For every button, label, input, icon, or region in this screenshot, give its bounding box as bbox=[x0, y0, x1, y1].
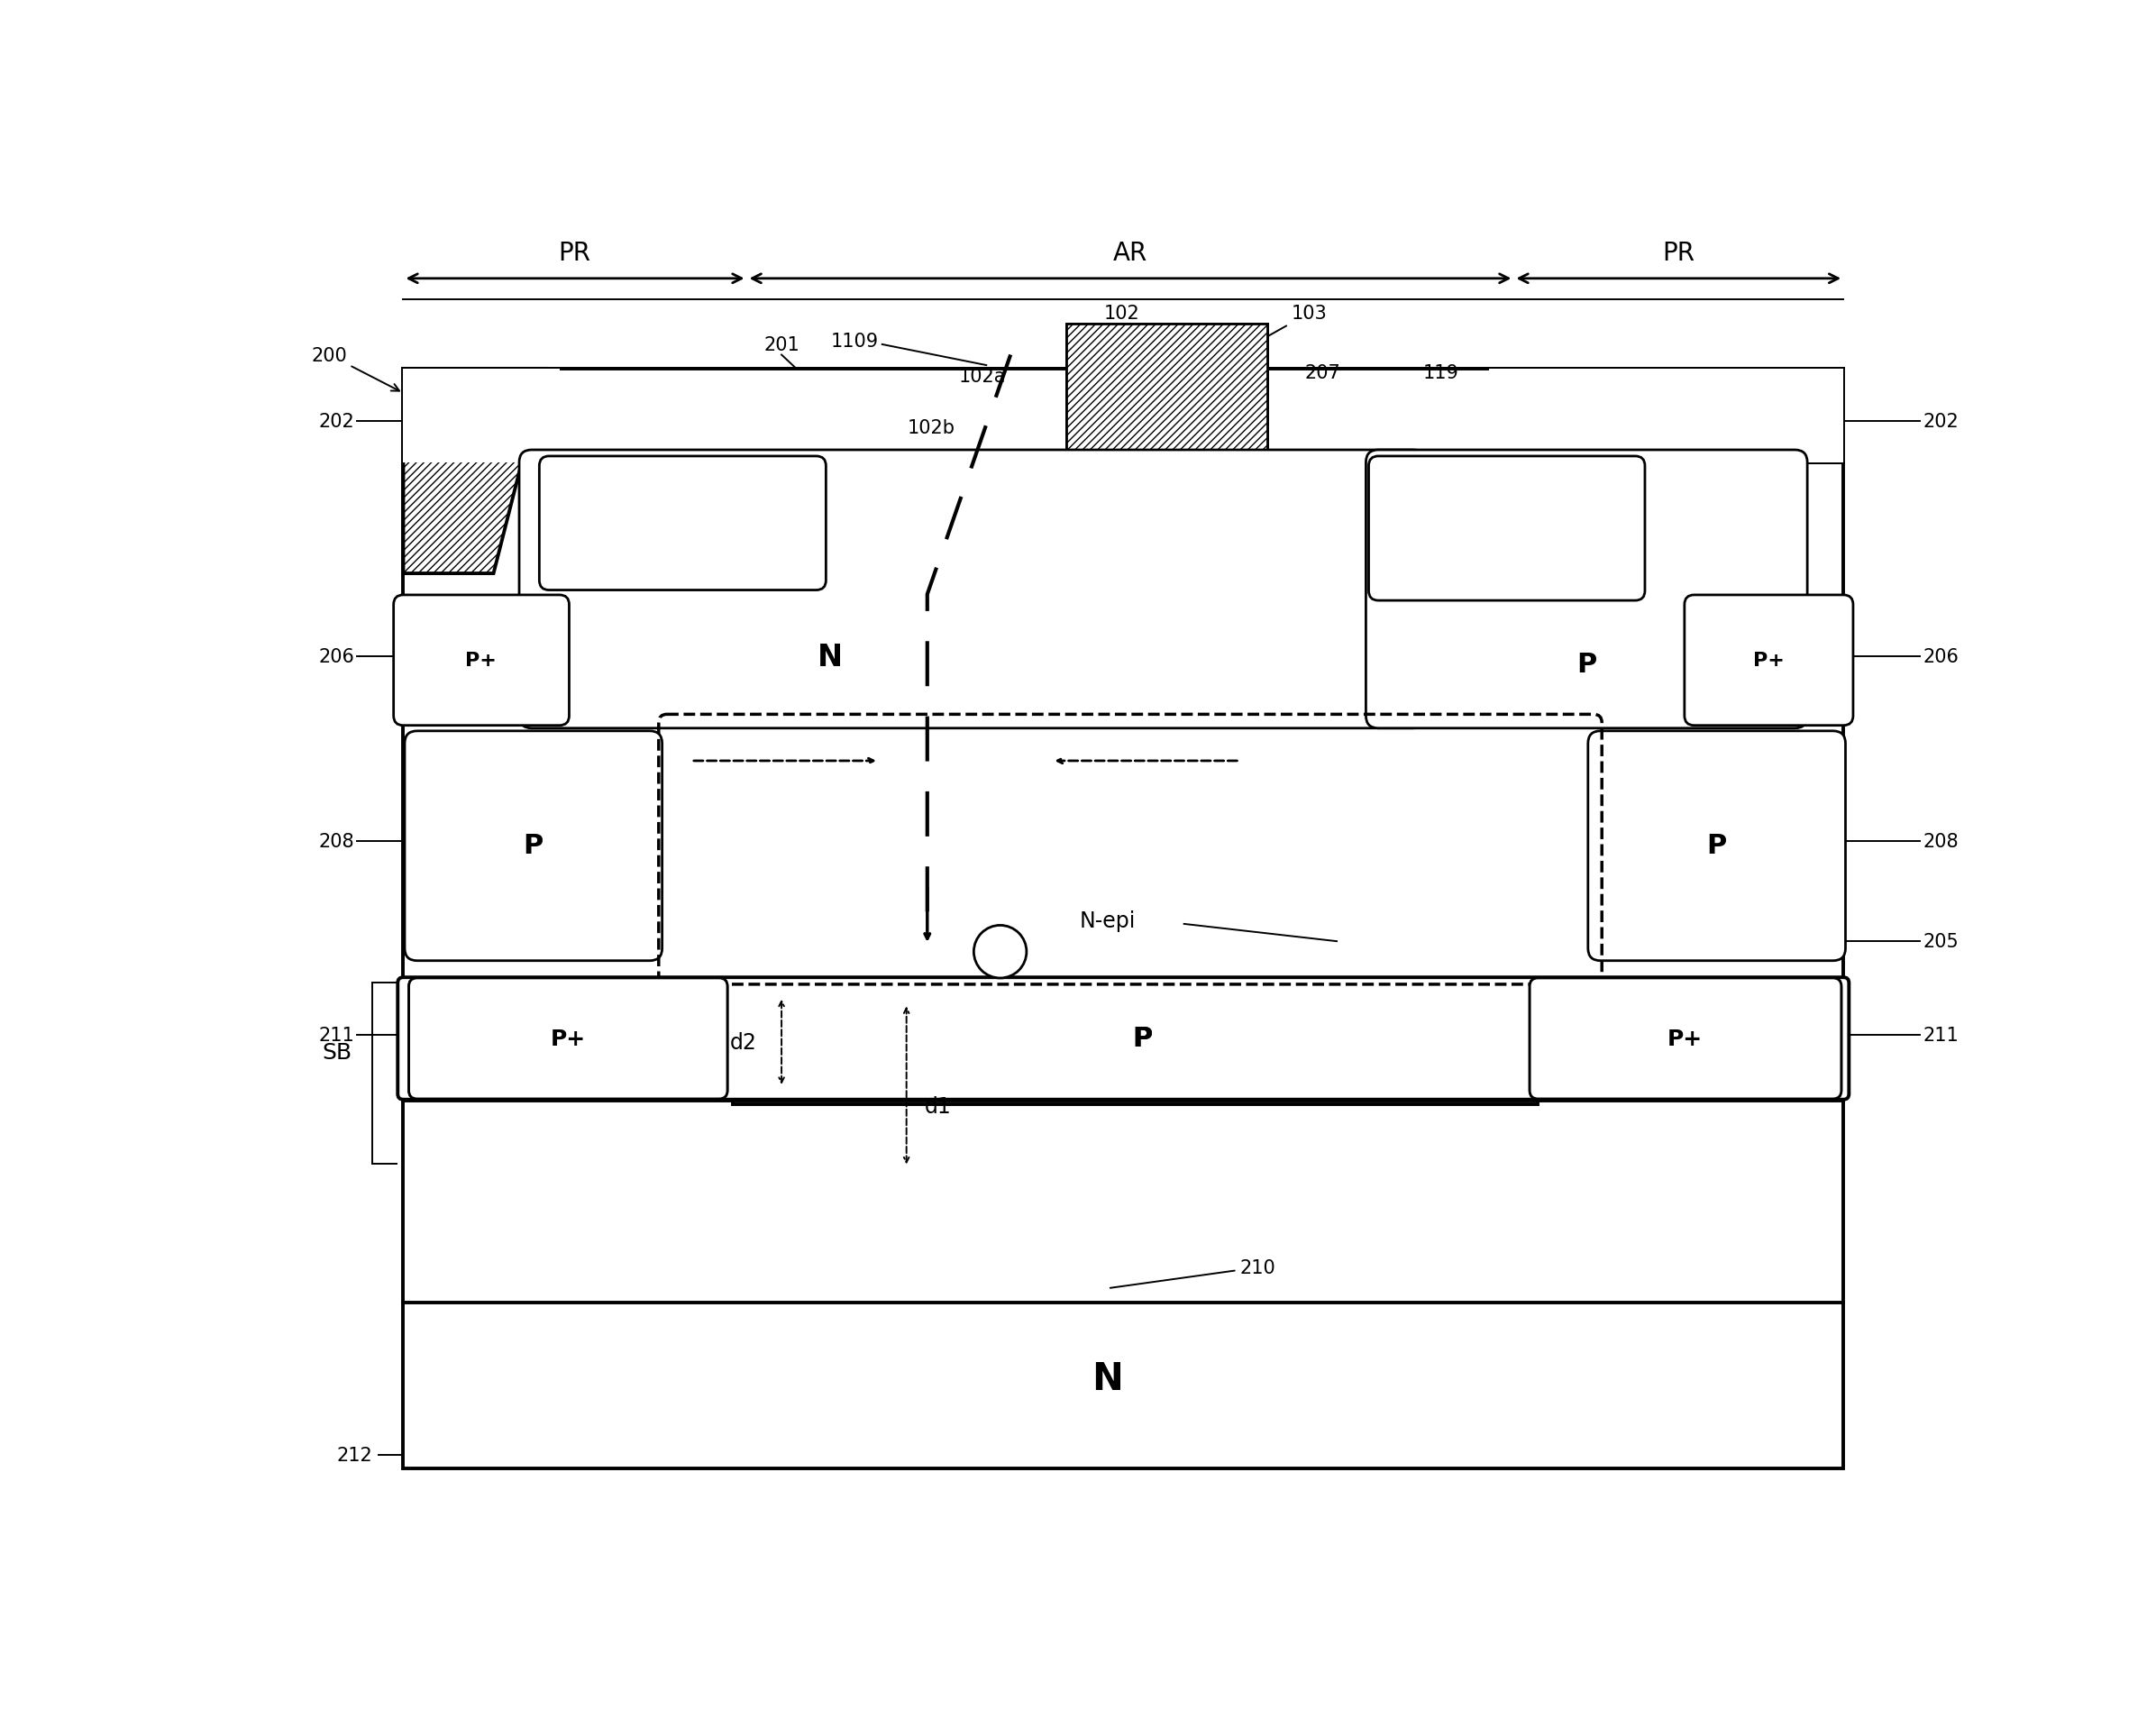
FancyBboxPatch shape bbox=[1589, 731, 1846, 961]
Bar bbox=[1065, 325, 1268, 462]
FancyBboxPatch shape bbox=[539, 457, 826, 591]
Text: 119: 119 bbox=[1423, 364, 1460, 382]
Text: N: N bbox=[817, 643, 843, 672]
Text: N-epi: N-epi bbox=[1080, 909, 1136, 932]
Text: 102b: 102b bbox=[908, 419, 955, 437]
Text: 208: 208 bbox=[319, 832, 356, 851]
Text: 103a: 103a bbox=[1181, 351, 1229, 368]
Text: −: − bbox=[987, 939, 1013, 970]
Text: 103: 103 bbox=[1257, 304, 1326, 342]
Text: 200: 200 bbox=[310, 347, 399, 392]
Text: PR: PR bbox=[558, 241, 591, 266]
Text: 205: 205 bbox=[1923, 933, 1960, 951]
Text: P: P bbox=[1132, 1026, 1153, 1052]
Text: AR: AR bbox=[1112, 241, 1147, 266]
Text: P: P bbox=[524, 832, 543, 860]
FancyBboxPatch shape bbox=[397, 978, 1850, 1100]
Text: 210: 210 bbox=[1110, 1258, 1276, 1288]
Text: d1: d1 bbox=[925, 1095, 951, 1117]
Text: N+: N+ bbox=[1488, 524, 1526, 547]
Text: P: P bbox=[1705, 832, 1727, 860]
Text: 201: 201 bbox=[763, 335, 800, 354]
Text: P: P bbox=[1576, 652, 1598, 677]
Text: 206: 206 bbox=[319, 648, 356, 667]
Text: P+: P+ bbox=[466, 652, 496, 670]
Text: 206: 206 bbox=[1923, 648, 1960, 667]
Text: 208: 208 bbox=[1923, 832, 1960, 851]
Text: P+: P+ bbox=[1753, 652, 1785, 670]
Text: PR: PR bbox=[1662, 241, 1695, 266]
FancyBboxPatch shape bbox=[520, 450, 1425, 729]
Polygon shape bbox=[403, 983, 1843, 1105]
FancyBboxPatch shape bbox=[395, 595, 569, 725]
FancyBboxPatch shape bbox=[1369, 457, 1645, 602]
Text: P: P bbox=[1132, 1026, 1153, 1052]
Text: P+: P+ bbox=[1667, 1028, 1703, 1050]
Text: d2: d2 bbox=[731, 1031, 757, 1054]
Text: SB: SB bbox=[323, 1042, 351, 1064]
Bar bbox=[552, 370, 1490, 462]
Text: P+: P+ bbox=[1667, 1028, 1703, 1050]
Bar bbox=[1490, 370, 1690, 462]
FancyBboxPatch shape bbox=[1531, 978, 1841, 1098]
Bar bbox=[403, 370, 1843, 462]
Text: P+: P+ bbox=[550, 1028, 586, 1050]
Bar bbox=[403, 370, 1843, 1468]
Text: 211: 211 bbox=[319, 1026, 356, 1045]
Bar bbox=[403, 370, 558, 462]
Text: N: N bbox=[1091, 1360, 1123, 1398]
FancyBboxPatch shape bbox=[410, 978, 727, 1098]
Text: 102a: 102a bbox=[959, 368, 1007, 385]
Text: 211: 211 bbox=[1923, 1026, 1960, 1045]
Bar bbox=[1490, 370, 1843, 462]
Polygon shape bbox=[403, 370, 545, 574]
Text: 202: 202 bbox=[319, 413, 356, 430]
Text: P+: P+ bbox=[550, 1028, 586, 1050]
FancyBboxPatch shape bbox=[1367, 450, 1807, 729]
FancyBboxPatch shape bbox=[410, 978, 727, 1098]
Text: 212: 212 bbox=[336, 1446, 373, 1465]
Text: 202: 202 bbox=[1923, 413, 1960, 430]
Text: 102: 102 bbox=[1084, 304, 1141, 342]
Bar bbox=[1065, 325, 1268, 462]
Text: 1109: 1109 bbox=[830, 332, 880, 351]
Circle shape bbox=[975, 925, 1026, 978]
FancyBboxPatch shape bbox=[1531, 978, 1841, 1098]
Text: P+: P+ bbox=[664, 512, 701, 535]
FancyBboxPatch shape bbox=[1684, 595, 1854, 725]
FancyBboxPatch shape bbox=[405, 731, 662, 961]
Text: 207: 207 bbox=[1304, 364, 1341, 382]
